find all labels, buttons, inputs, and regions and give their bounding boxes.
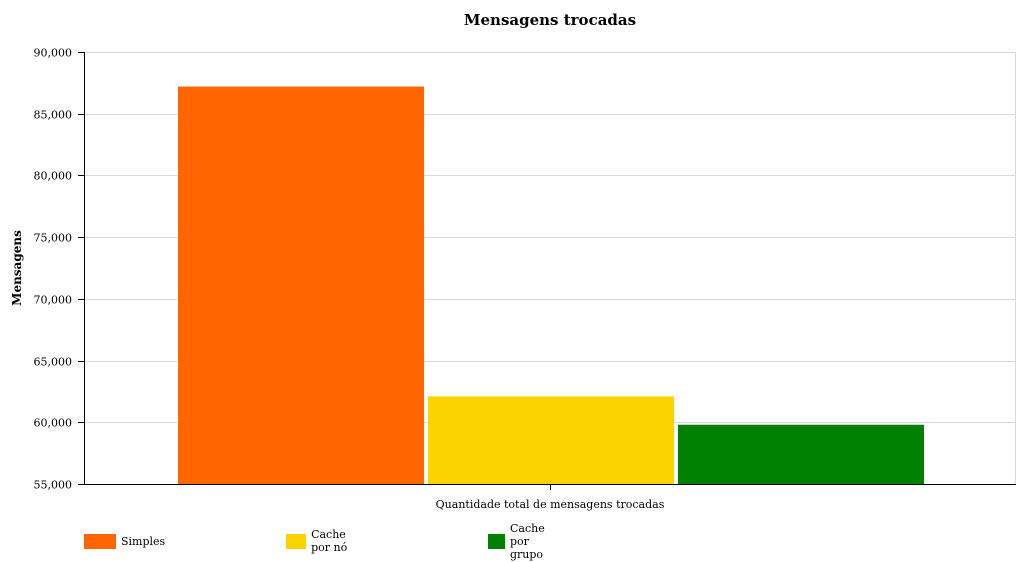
y-tick-label: 70,000 (34, 294, 73, 307)
y-tick-label: 75,000 (34, 232, 73, 245)
legend-label: Cache por nó (311, 528, 348, 554)
chart-title: Mensagens trocadas (463, 11, 637, 29)
bar-cache-por-grupo (678, 424, 924, 484)
y-tick-label: 80,000 (34, 170, 73, 183)
legend-label: Simples (121, 534, 166, 548)
legend-swatch (84, 533, 116, 549)
y-tick-label: 60,000 (34, 417, 73, 430)
y-axis-title: Mensagens (10, 230, 24, 306)
legend-item: Cache por grupo (488, 522, 560, 561)
legend-item: Simples (84, 532, 165, 550)
bars (178, 86, 924, 484)
y-tick-label: 65,000 (34, 356, 73, 369)
y-ticks: 55,000 60,000 65,000 70,000 75,000 80,000 85,0… (34, 47, 84, 492)
x-axis-title: Quantidade total de mensagens trocadas (436, 498, 665, 511)
legend-swatch (488, 533, 505, 549)
y-tick-label: 85,000 (34, 109, 73, 122)
legend-label: Cache por grupo (509, 521, 545, 561)
legend-item: Cache por nó (286, 528, 358, 554)
bar-cache-por-n- (428, 396, 674, 484)
legend-swatch (286, 533, 307, 549)
axes (84, 52, 1016, 490)
y-tick-label: 90,000 (34, 47, 73, 60)
y-tick-label: 55,000 (34, 479, 73, 492)
bar-simples (178, 86, 424, 484)
